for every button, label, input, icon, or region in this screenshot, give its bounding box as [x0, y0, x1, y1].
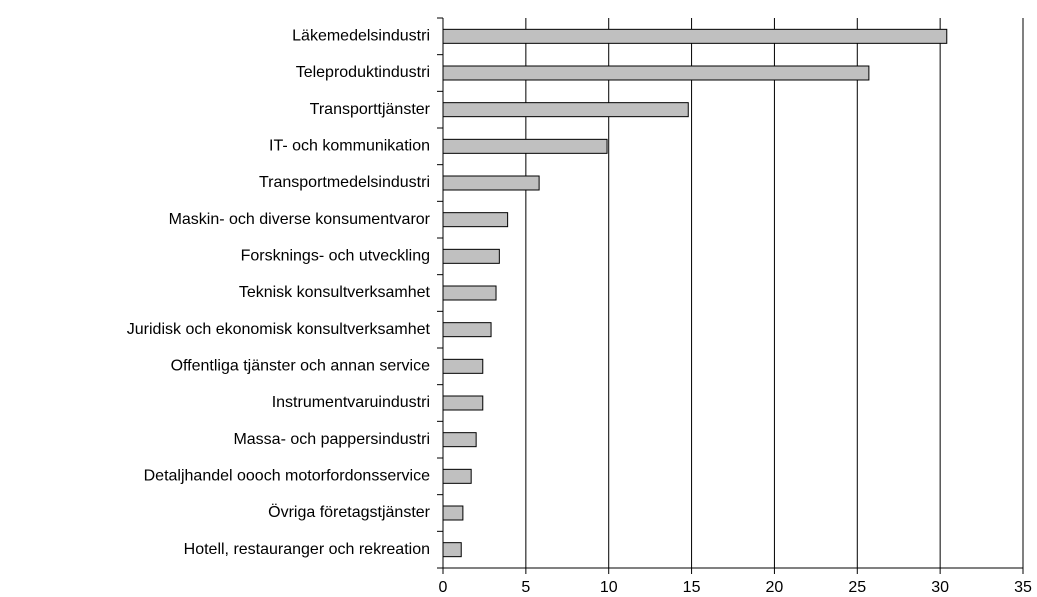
y-tick-label: Detaljhandel oooch motorfordonsservice	[144, 468, 430, 485]
bar	[442, 432, 477, 448]
x-tick-label: 10	[600, 579, 618, 596]
bar	[442, 138, 608, 154]
x-tick-label: 5	[521, 579, 530, 596]
y-tick-label: Transportmedelsindustri	[259, 174, 430, 191]
y-tick-label: Teleproduktindustri	[296, 64, 430, 81]
bar	[442, 395, 484, 411]
y-tick-label: Maskin- och diverse konsumentvaror	[169, 211, 431, 228]
bar	[442, 285, 497, 301]
bar	[442, 175, 540, 191]
bar	[442, 248, 500, 264]
y-tick-label: Hotell, restauranger och rekreation	[184, 541, 430, 558]
y-tick-label: IT- och kommunikation	[269, 138, 430, 155]
y-tick-label: Juridisk och ekonomisk konsultverksamhet	[127, 321, 431, 338]
bar	[442, 102, 689, 118]
bar	[442, 65, 870, 81]
x-tick-label: 35	[1014, 579, 1032, 596]
y-tick-label: Övriga företagstjänster	[268, 503, 431, 521]
bar	[442, 212, 509, 228]
bar	[442, 505, 464, 521]
y-tick-label: Forsknings- och utveckling	[241, 248, 430, 265]
x-tick-label: 0	[439, 579, 448, 596]
bar	[442, 322, 492, 338]
x-tick-label: 15	[683, 579, 701, 596]
y-tick-label: Läkemedelsindustri	[292, 28, 430, 45]
x-tick-label: 20	[766, 579, 784, 596]
x-tick-label: 25	[848, 579, 866, 596]
bar	[442, 542, 462, 558]
y-tick-label: Offentliga tjänster och annan service	[171, 358, 431, 375]
y-tick-label: Instrumentvaruindustri	[272, 394, 430, 411]
y-tick-label: Massa- och pappersindustri	[233, 431, 430, 448]
y-tick-label: Transporttjänster	[310, 101, 431, 118]
bar	[442, 468, 472, 484]
y-tick-label: Teknisk konsultverksamhet	[239, 284, 431, 301]
bar	[442, 28, 948, 44]
bar	[442, 358, 484, 374]
x-tick-label: 30	[931, 579, 949, 596]
